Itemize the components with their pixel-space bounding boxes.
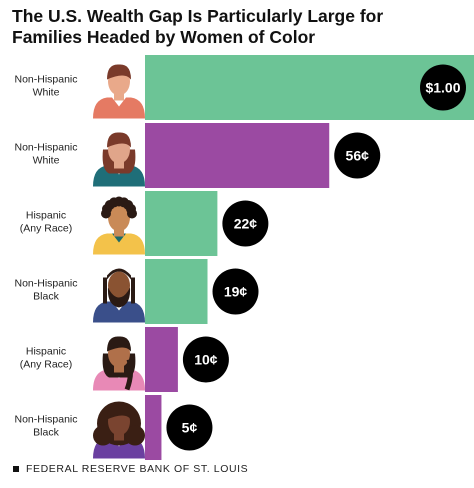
category-label-line: Non-Hispanic: [14, 414, 77, 426]
black-man-icon: [93, 268, 145, 323]
category-label-line: Non-Hispanic: [14, 142, 77, 154]
category-label-line: Black: [33, 291, 59, 303]
category-label-line: (Any Race): [20, 223, 73, 235]
value-bubble: [212, 268, 259, 315]
category-label-line: Non-Hispanic: [14, 74, 77, 86]
hispanic-man-icon: [93, 196, 145, 255]
data-label: 5¢: [182, 420, 198, 436]
category-label: Non-Hispanic Black: [14, 278, 77, 303]
bar: [145, 327, 178, 392]
bar: [145, 123, 330, 188]
category-label-line: White: [33, 87, 60, 99]
footer-square-icon: [13, 466, 19, 472]
chart-title: The U.S. Wealth Gap Is Particularly Larg…: [12, 6, 384, 47]
data-label: 10¢: [194, 352, 218, 368]
bar: [145, 55, 474, 120]
black-woman-icon: [93, 401, 145, 459]
category-label: Hispanic (Any Race): [20, 346, 73, 371]
data-label: 56¢: [346, 148, 370, 164]
data-label: 19¢: [224, 284, 248, 300]
value-bubble: [420, 64, 466, 111]
category-label-line: Black: [33, 427, 59, 439]
category-label-line: Non-Hispanic: [14, 278, 77, 290]
value-bubble: [222, 200, 269, 247]
value-bubble: [182, 336, 229, 383]
bar: [145, 395, 162, 460]
category-label-line: White: [33, 155, 60, 167]
white-woman-icon: [93, 132, 145, 187]
category-label: Non-Hispanic Black: [14, 414, 77, 439]
source-text: FEDERAL RESERVE BANK OF ST. LOUIS: [26, 463, 249, 475]
category-label: Non-Hispanic White: [14, 74, 77, 99]
data-label: 22¢: [234, 216, 258, 232]
hispanic-woman-icon: [93, 336, 145, 391]
value-bubble: [334, 132, 381, 179]
source-footer: FEDERAL RESERVE BANK OF ST. LOUIS: [13, 463, 248, 475]
category-label-line: Hispanic: [26, 346, 66, 358]
value-bubble: [166, 404, 213, 451]
bar: [145, 191, 218, 256]
bar: [145, 259, 208, 324]
category-label-line: (Any Race): [20, 359, 73, 371]
category-label-line: Hispanic: [26, 210, 66, 222]
category-label: Non-Hispanic White: [14, 142, 77, 167]
category-label: Hispanic (Any Race): [20, 210, 73, 235]
data-label: $1.00: [425, 80, 460, 96]
white-man-icon: [93, 64, 145, 119]
